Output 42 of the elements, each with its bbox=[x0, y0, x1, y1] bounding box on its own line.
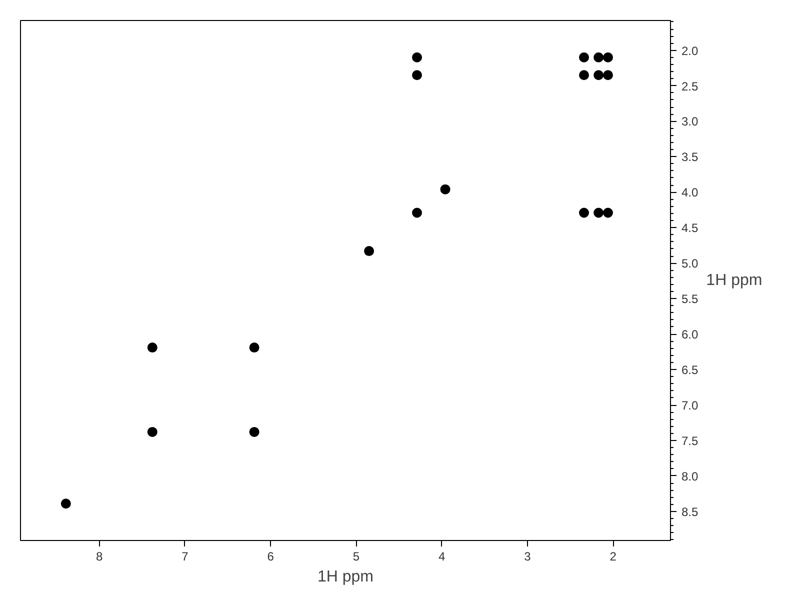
point bbox=[594, 208, 604, 218]
y-axis-title: 1H ppm bbox=[706, 272, 762, 289]
point bbox=[579, 208, 590, 218]
point bbox=[602, 208, 613, 218]
point bbox=[412, 208, 422, 218]
y-tick-label: 3.0 bbox=[682, 114, 699, 129]
point bbox=[594, 52, 604, 62]
point bbox=[602, 70, 613, 80]
x-tick-label: 2 bbox=[610, 550, 617, 564]
y-tick-label: 8.5 bbox=[682, 504, 699, 519]
y-tick-label: 4.5 bbox=[682, 221, 699, 236]
point bbox=[440, 184, 450, 194]
y-tick-label: 6.0 bbox=[682, 328, 699, 342]
point bbox=[412, 70, 422, 80]
point bbox=[147, 342, 158, 353]
x-tick-label: 5 bbox=[352, 550, 360, 564]
x-tick-label: 7 bbox=[182, 550, 189, 564]
point bbox=[594, 70, 604, 80]
point bbox=[602, 52, 613, 62]
y-tick-label: 2.5 bbox=[682, 79, 699, 94]
x-tick-label: 3 bbox=[524, 550, 532, 564]
point bbox=[579, 70, 590, 80]
x-tick-label: 4 bbox=[438, 550, 446, 564]
y-tick-label: 5.5 bbox=[682, 292, 699, 306]
x-tick-label: 8 bbox=[96, 550, 103, 564]
y-tick-label: 2.0 bbox=[682, 44, 699, 58]
y-tick-label: 4.0 bbox=[682, 186, 699, 200]
point bbox=[412, 52, 422, 62]
point bbox=[249, 342, 260, 353]
x-tick-label: 6 bbox=[267, 550, 274, 564]
point bbox=[147, 426, 158, 437]
y-tick-label: 6.5 bbox=[682, 363, 699, 378]
point bbox=[579, 52, 590, 62]
y-tick-label: 7.0 bbox=[682, 398, 699, 412]
y-tick-label: 5.0 bbox=[682, 256, 699, 271]
point bbox=[249, 426, 260, 437]
point bbox=[364, 246, 374, 256]
y-tick-label: 3.5 bbox=[682, 150, 699, 164]
point bbox=[60, 498, 71, 509]
y-tick-label: 8.0 bbox=[682, 469, 699, 484]
y-tick-label: 7.5 bbox=[682, 434, 699, 448]
x-axis-title: 1H ppm bbox=[317, 568, 374, 586]
